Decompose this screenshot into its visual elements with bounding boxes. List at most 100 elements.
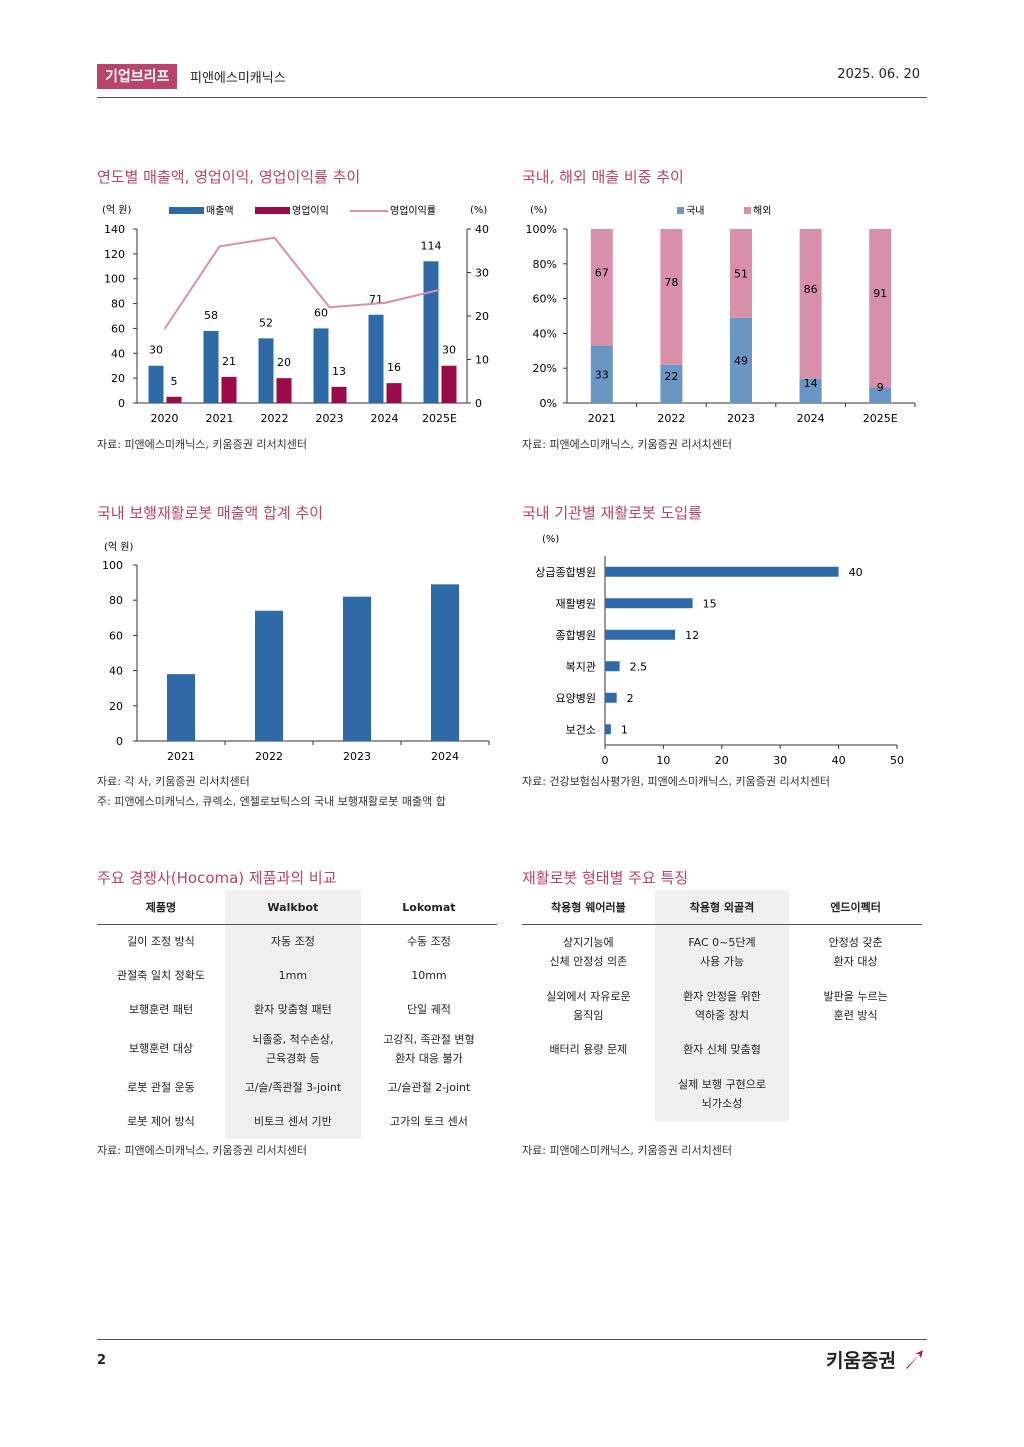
bar-domestic — [590, 345, 613, 403]
table-row: 로봇 관절 운동 고/슬/족관절 3-joint 고/슬관절 2-joint — [97, 1070, 497, 1105]
bar-overseas — [660, 229, 683, 365]
x-tick-label: 10 — [656, 754, 670, 767]
category-label: 복지관 — [566, 660, 596, 673]
data-label: 2.5 — [630, 660, 648, 673]
x-tick-label: 2022 — [261, 412, 289, 425]
y-tick-right-label: 0 — [475, 397, 482, 410]
table1-source: 자료: 피앤에스미캐닉스, 키움증권 리서치센터 — [97, 1144, 307, 1157]
table-row: 보행훈련 대상 뇌졸중, 척수손상, 근육경화 등 고강직, 족관절 변형 환자 대응 … — [97, 1026, 497, 1071]
legend-swatch — [255, 207, 290, 214]
y-tick-label: 0 — [118, 397, 125, 410]
table-cell: 고가의 토크 센서 — [390, 1115, 468, 1128]
table-cell: 안정성 갖춘 환자 대상 — [828, 935, 883, 968]
bar — [255, 610, 283, 741]
y-tick-right-label: 40 — [475, 223, 489, 236]
table-row: 실제 보행 구현으로 뇌가소성 — [522, 1066, 922, 1121]
report-date: 2025. 06. 20 — [837, 67, 920, 82]
x-tick-label: 2022 — [657, 412, 685, 425]
bar-sales — [148, 365, 164, 403]
y-tick-label: 80 — [109, 594, 123, 607]
table-header-row: 제품명 Walkbot Lokomat — [97, 890, 497, 925]
chart1-svg: (억 원) (%) 매출액 영업이익 영업이익률 0 20 40 60 80 100 120 140 0 1… — [102, 204, 489, 425]
table-cell: 배터리 용량 문제 — [549, 1043, 628, 1056]
y-axis-right-label: (%) — [470, 205, 487, 216]
data-label-sales: 30 — [149, 344, 163, 357]
bar-op-profit — [441, 365, 457, 403]
legend-swatch — [677, 207, 684, 214]
legend-entry: 국내 — [686, 205, 704, 217]
chart3-note: 주: 피앤에스미캐닉스, 큐렉소, 엔젤로보틱스의 국내 보행재활로봇 매출액 … — [97, 795, 446, 808]
x-tick-label: 2025E — [863, 412, 898, 425]
bar-op-profit — [166, 396, 182, 403]
company-name: 피앤에스미캐닉스 — [190, 71, 286, 86]
data-label-domestic: 14 — [804, 377, 818, 390]
y-tick-right-label: 20 — [475, 310, 489, 323]
table-cell — [789, 1033, 922, 1067]
chart4-title: 국내 기관별 재활로봇 도입률 — [522, 504, 702, 522]
line-op-margin — [163, 236, 440, 330]
table-row: 로봇 제어 방식 비토크 센서 기반 고가의 토크 센서 — [97, 1104, 497, 1139]
x-tick-label: 30 — [773, 754, 787, 767]
data-label-domestic: 9 — [877, 381, 884, 394]
y-tick-label: 80% — [533, 258, 557, 271]
bar-sales — [423, 261, 439, 403]
table-cell: 보행훈련 패턴 — [128, 1003, 194, 1016]
table-cell: 로봇 관절 운동 — [127, 1081, 195, 1094]
data-label-overseas: 51 — [734, 267, 748, 280]
bar — [605, 692, 617, 703]
table-row: 상지기능에 신체 안정성 의존 FAC 0~5단계 사용 가능 안정성 갖춘 환자 대상 — [522, 924, 922, 979]
brand-logo: 키움증권 — [826, 1346, 925, 1373]
chart4-source: 자료: 건강보험심사평가원, 피앤에스미캐닉스, 키움증권 리서치센터 — [522, 775, 831, 788]
table-cell: 발판을 누르는 훈련 방식 — [823, 989, 888, 1022]
bar-overseas — [799, 229, 822, 379]
table2-title: 재활로봇 형태별 주요 특징 — [522, 869, 689, 887]
data-label: 40 — [849, 566, 863, 579]
bar-op-profit — [276, 378, 292, 403]
bar — [431, 584, 459, 741]
legend-entry: 영업이익률 — [390, 204, 436, 217]
data-label-op-profit: 13 — [332, 365, 346, 378]
chart3-title: 국내 보행재활로봇 매출액 합계 추이 — [97, 504, 324, 522]
table-cell: 실제 보행 구현으로 뇌가소성 — [654, 1066, 790, 1121]
data-label-sales: 52 — [259, 316, 273, 329]
table-cell: 환자 맞춤형 패턴 — [224, 992, 361, 1027]
y-tick-label: 60 — [111, 322, 125, 335]
bar — [605, 566, 839, 577]
table-row: 보행훈련 패턴 환자 맞춤형 패턴 단일 궤적 — [97, 992, 497, 1027]
data-label-op-profit: 30 — [442, 344, 456, 357]
x-tick-label: 2021 — [167, 750, 195, 763]
y-tick-label: 20 — [111, 372, 125, 385]
y-axis-label: (억 원) — [102, 204, 131, 216]
x-tick-label: 2021 — [588, 412, 616, 425]
bar-overseas — [730, 229, 752, 318]
competitor-comparison-table: 제품명 Walkbot Lokomat 길이 조정 방식 자동 조정 수동 조정 관절… — [97, 890, 497, 1139]
y-axis-label: (%) — [542, 534, 559, 545]
x-tick-label: 2023 — [727, 412, 755, 425]
x-tick-label: 2023 — [316, 412, 344, 425]
data-label-domestic: 22 — [664, 370, 678, 383]
x-tick-label: 40 — [832, 754, 846, 767]
y-tick-label: 100% — [526, 223, 557, 236]
data-label-overseas: 86 — [804, 283, 818, 296]
x-tick-label: 2024 — [371, 412, 399, 425]
table-cell: 수동 조정 — [406, 935, 451, 949]
data-label-domestic: 33 — [595, 368, 609, 381]
bar — [605, 629, 676, 640]
y-axis-label: (억 원) — [104, 541, 133, 553]
x-tick-label: 2023 — [343, 750, 371, 763]
table-row: 배터리 용량 문제 환자 신체 맞춤형 — [522, 1032, 922, 1067]
category-label: 상급종합병원 — [535, 566, 596, 579]
bar-op-profit — [221, 376, 237, 403]
category-label: 요양병원 — [556, 692, 596, 705]
table-header: 엔드이펙터 — [789, 890, 922, 925]
logo-text: 키움증권 — [826, 1350, 896, 1372]
report-type-tag: 기업브리프 — [97, 64, 178, 89]
table-cell: 고/슬관절 2-joint — [387, 1081, 471, 1094]
robot-type-table: 착용형 웨어러블 착용형 외골격 엔드이펙터 상지기능에 신체 안정성 의존 FAC… — [522, 890, 922, 1121]
data-label-sales: 114 — [421, 239, 442, 252]
table-header: Walkbot — [224, 890, 361, 925]
table-cell: 고강직, 족관절 변형 환자 대응 불가 — [383, 1032, 475, 1065]
table-cell — [522, 1067, 655, 1121]
data-label-overseas: 91 — [873, 287, 887, 300]
